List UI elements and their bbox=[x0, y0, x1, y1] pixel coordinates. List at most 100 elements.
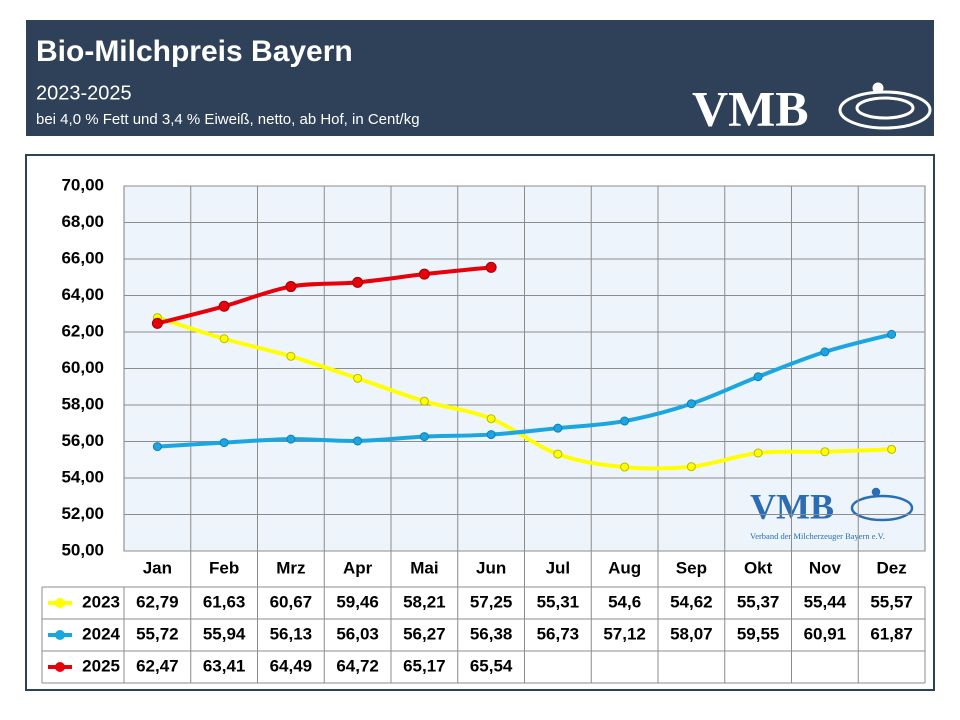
table-value: 62,79 bbox=[136, 592, 179, 611]
marker bbox=[887, 329, 897, 339]
table-value: 55,72 bbox=[136, 624, 179, 643]
x-tick-label: Nov bbox=[809, 558, 842, 577]
y-tick-label: 54,00 bbox=[61, 467, 104, 486]
marker bbox=[151, 317, 163, 329]
marker bbox=[218, 300, 230, 312]
table-value: 59,55 bbox=[737, 624, 780, 643]
y-tick-label: 60,00 bbox=[61, 358, 104, 377]
series-line bbox=[155, 332, 894, 449]
table-value: 65,17 bbox=[403, 656, 446, 675]
table-value: 55,94 bbox=[203, 624, 246, 643]
table-value: 57,12 bbox=[603, 624, 646, 643]
table-value: 62,47 bbox=[136, 656, 179, 675]
logo-emblem bbox=[838, 82, 932, 130]
table-value: 65,54 bbox=[470, 656, 513, 675]
table-value: 57,25 bbox=[470, 592, 513, 611]
table-value: 58,07 bbox=[670, 624, 713, 643]
marker bbox=[820, 347, 830, 357]
y-tick-label: 68,00 bbox=[61, 212, 104, 231]
table-value: 54,62 bbox=[670, 592, 713, 611]
x-tick-label: Jul bbox=[546, 558, 571, 577]
table-value: 56,03 bbox=[336, 624, 379, 643]
table-value: 54,6 bbox=[608, 592, 641, 611]
table-value: 56,73 bbox=[537, 624, 580, 643]
chart-note: bei 4,0 % Fett und 3,4 % Eiweiß, netto, … bbox=[36, 111, 420, 128]
marker bbox=[820, 447, 830, 457]
table-value: 55,37 bbox=[737, 592, 780, 611]
chart-subtitle: 2023-2025 bbox=[36, 82, 132, 104]
table-value: 55,44 bbox=[804, 592, 847, 611]
chart-title: Bio-Milchpreis Bayern bbox=[36, 35, 353, 68]
x-tick-label: Okt bbox=[744, 558, 773, 577]
x-tick-label: Dez bbox=[877, 558, 907, 577]
table-value: 56,13 bbox=[270, 624, 313, 643]
marker bbox=[620, 462, 630, 472]
marker bbox=[353, 436, 363, 446]
marker bbox=[152, 442, 162, 452]
x-tick-label: Mai bbox=[410, 558, 438, 577]
marker bbox=[286, 351, 296, 361]
table-value: 59,46 bbox=[336, 592, 379, 611]
table-value: 58,21 bbox=[403, 592, 446, 611]
y-tick-label: 66,00 bbox=[61, 248, 104, 267]
marker bbox=[419, 432, 429, 442]
table-value: 55,31 bbox=[537, 592, 580, 611]
marker bbox=[486, 430, 496, 440]
x-tick-label: Jun bbox=[476, 558, 506, 577]
y-tick-label: 56,00 bbox=[61, 431, 104, 450]
legend-marker bbox=[55, 598, 65, 608]
marker bbox=[486, 414, 496, 424]
logo: VMB bbox=[692, 80, 809, 136]
table-value: 60,67 bbox=[270, 592, 313, 611]
x-tick-label: Aug bbox=[608, 558, 641, 577]
marker bbox=[419, 396, 429, 406]
marker bbox=[219, 334, 229, 344]
y-tick-label: 50,00 bbox=[61, 540, 104, 559]
marker bbox=[620, 416, 630, 426]
legend-label: 2024 bbox=[82, 624, 120, 643]
y-tick-label: 64,00 bbox=[61, 285, 104, 304]
marker bbox=[285, 281, 297, 293]
series-line bbox=[155, 265, 494, 326]
table-value: 56,27 bbox=[403, 624, 446, 643]
legend-label: 2025 bbox=[82, 656, 120, 675]
y-tick-label: 52,00 bbox=[61, 504, 104, 523]
y-tick-label: 58,00 bbox=[61, 394, 104, 413]
marker bbox=[219, 438, 229, 448]
x-tick-label: Mrz bbox=[276, 558, 305, 577]
marker bbox=[485, 261, 497, 273]
marker bbox=[286, 434, 296, 444]
y-tick-label: 62,00 bbox=[61, 321, 104, 340]
legend-marker bbox=[55, 630, 65, 640]
marker bbox=[353, 373, 363, 383]
header bbox=[26, 20, 934, 136]
table-value: 56,38 bbox=[470, 624, 513, 643]
table-value: 61,63 bbox=[203, 592, 246, 611]
marker bbox=[686, 462, 696, 472]
table-value: 61,87 bbox=[870, 624, 913, 643]
legend-label: 2023 bbox=[82, 592, 120, 611]
marker bbox=[753, 448, 763, 458]
table-value: 60,91 bbox=[804, 624, 847, 643]
series-line bbox=[155, 315, 894, 471]
x-tick-label: Sep bbox=[676, 558, 707, 577]
marker bbox=[753, 372, 763, 382]
x-tick-label: Apr bbox=[343, 558, 373, 577]
table-value: 63,41 bbox=[203, 656, 246, 675]
marker bbox=[887, 444, 897, 454]
watermark-subtitle: Verband der Milcherzeuger Bayern e.V. bbox=[750, 531, 885, 541]
marker bbox=[553, 423, 563, 433]
table-value: 64,49 bbox=[270, 656, 313, 675]
marker bbox=[418, 268, 430, 280]
x-tick-label: Jan bbox=[143, 558, 172, 577]
table-value: 64,72 bbox=[336, 656, 379, 675]
marker bbox=[686, 399, 696, 409]
marker bbox=[352, 276, 364, 288]
x-tick-label: Feb bbox=[209, 558, 239, 577]
table-value: 55,57 bbox=[870, 592, 913, 611]
marker bbox=[553, 449, 563, 459]
watermark-emblem bbox=[850, 487, 914, 522]
y-tick-label: 70,00 bbox=[61, 175, 104, 194]
legend-marker bbox=[55, 662, 65, 672]
